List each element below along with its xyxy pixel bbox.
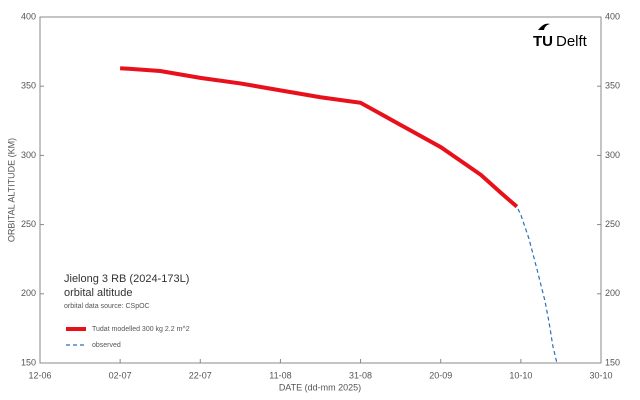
- legend-label: Tudat modelled 300 kg 2.2 m^2: [92, 326, 190, 333]
- legend-label: observed: [92, 342, 121, 349]
- y2-tick-label: 300: [605, 150, 620, 160]
- x-tick-label: 02-07: [109, 370, 132, 380]
- x-tick-label: 12-06: [28, 370, 51, 380]
- x-tick-label: 11-08: [269, 370, 291, 380]
- y2-tick-label: 150: [605, 357, 620, 367]
- y-tick-label: 150: [21, 357, 36, 367]
- y-tick-label: 300: [21, 150, 36, 160]
- y-tick-label: 200: [21, 288, 36, 298]
- logo-text: Delft: [556, 33, 588, 50]
- data-line: [120, 66, 519, 209]
- chart-subtitle: orbital altitude: [64, 287, 133, 299]
- chart-title: Jielong 3 RB (2024-173L): [64, 273, 189, 285]
- logo-bold: TU: [533, 33, 553, 50]
- x-tick-label: 20-09: [429, 370, 452, 380]
- data-source: orbital data source: CSpOC: [64, 303, 150, 310]
- logo: TU Delft: [533, 23, 588, 50]
- x-tick-label: 22-07: [189, 370, 212, 380]
- y-axis-label: ORBITAL ALTITUDE (KM): [6, 138, 16, 242]
- y2-tick-label: 200: [605, 288, 620, 298]
- y-tick-label: 250: [21, 219, 36, 229]
- data-line: [120, 67, 558, 364]
- x-axis-label: DATE (dd-mm 2025): [279, 382, 361, 392]
- x-tick-label: 30-10: [589, 370, 612, 380]
- plot-frame: [39, 16, 602, 364]
- y-tick-label: 400: [21, 11, 36, 21]
- y2-tick-label: 400: [605, 11, 620, 21]
- y-tick-label: 350: [21, 81, 36, 91]
- y2-tick-label: 350: [605, 81, 620, 91]
- x-tick-label: 31-08: [349, 370, 372, 380]
- x-tick-label: 10-10: [509, 370, 532, 380]
- y2-tick-label: 250: [605, 219, 620, 229]
- logo-icon: [538, 23, 550, 30]
